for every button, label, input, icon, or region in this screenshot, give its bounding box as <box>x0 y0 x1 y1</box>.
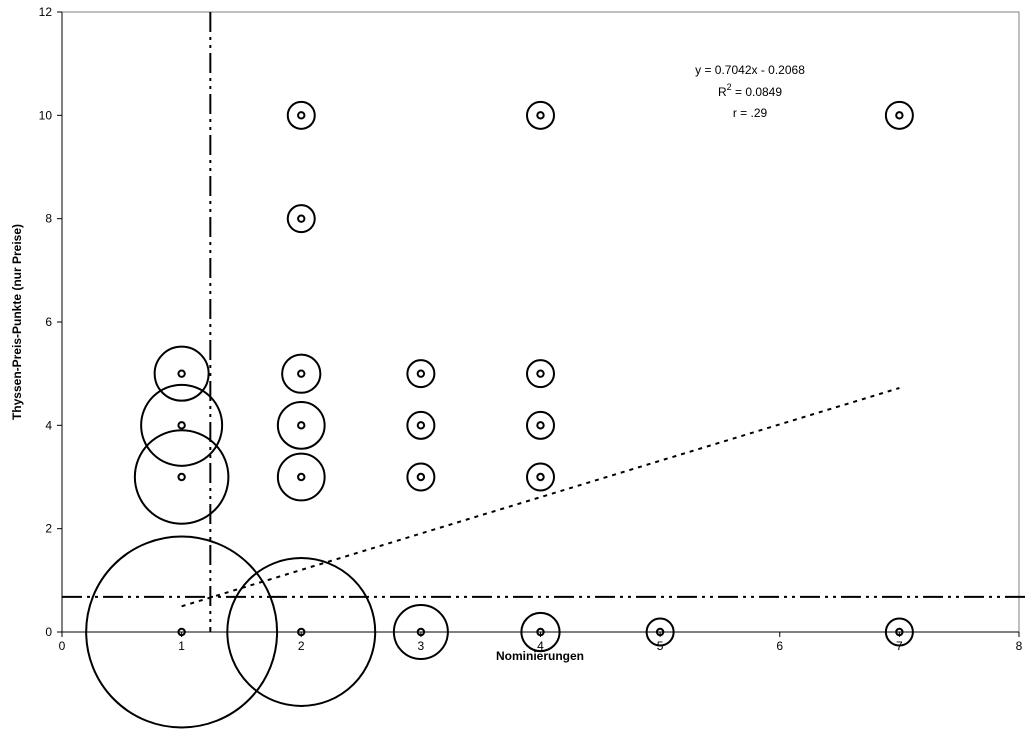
data-point <box>536 472 545 482</box>
frequency-bubble <box>281 353 322 394</box>
frequency-bubble <box>526 462 555 492</box>
frequency-bubble <box>526 359 555 389</box>
data-point <box>177 472 186 482</box>
frequency-bubble <box>153 345 210 402</box>
frequency-bubble <box>286 204 316 234</box>
data-point <box>297 421 306 430</box>
frequency-bubble <box>884 100 914 130</box>
r-label: r = .29 <box>733 106 768 120</box>
y-tick-label: 2 <box>45 522 52 536</box>
data-point <box>536 421 545 430</box>
x-tick-label: 2 <box>298 639 305 653</box>
data-point <box>416 369 426 378</box>
x-tick-label: 1 <box>178 639 185 653</box>
equation-label: y = 0.7042x - 0.2068 <box>695 63 805 77</box>
x-tick-label: 0 <box>59 639 66 653</box>
data-point <box>536 369 545 378</box>
y-tick-label: 0 <box>45 625 52 639</box>
x-tick-label: 3 <box>418 639 425 653</box>
y-tick-label: 12 <box>39 5 53 19</box>
data-point <box>297 369 306 378</box>
frequency-bubble <box>276 400 326 450</box>
x-tick-label: 6 <box>776 639 783 653</box>
regression-annotation: y = 0.7042x - 0.2068 R2 = 0.0849 r = .29 <box>695 63 805 120</box>
data-point <box>895 111 904 120</box>
frequency-bubble <box>133 429 230 525</box>
x-axis-title: Nominierungen <box>496 649 584 663</box>
frequency-bubble <box>526 410 555 440</box>
y-tick-label: 10 <box>39 108 53 122</box>
x-tick-label: 4 <box>537 639 544 653</box>
data-point <box>416 421 426 430</box>
y-tick-label: 6 <box>45 315 52 329</box>
frequency-bubble <box>406 359 436 389</box>
frequency-bubble <box>286 100 316 130</box>
data-point <box>536 111 545 120</box>
data-point <box>297 111 306 120</box>
data-point <box>297 214 306 223</box>
data-point <box>177 369 186 378</box>
frequency-bubble <box>406 462 436 492</box>
y-tick-label: 8 <box>45 212 52 226</box>
y-tick-label: 4 <box>45 418 52 432</box>
x-tick-label: 5 <box>657 639 664 653</box>
frequency-bubble <box>406 410 436 440</box>
r-squared-label: R2 = 0.0849 <box>718 82 782 99</box>
x-ticks: 0 1 2 3 4 5 6 7 8 <box>59 632 1023 653</box>
reference-lines <box>62 12 1028 632</box>
y-ticks: 0 2 4 6 8 10 12 <box>39 5 62 639</box>
data-point <box>416 472 426 482</box>
y-axis-title: Thyssen-Preis-Punkte (nur Preise) <box>10 224 24 420</box>
data-point <box>297 472 306 482</box>
data-point <box>177 421 186 430</box>
frequency-bubble <box>526 100 555 130</box>
x-tick-label: 8 <box>1016 639 1023 653</box>
frequency-bubble <box>276 452 326 502</box>
x-tick-label: 7 <box>896 639 903 653</box>
frequency-bubble <box>140 383 224 467</box>
